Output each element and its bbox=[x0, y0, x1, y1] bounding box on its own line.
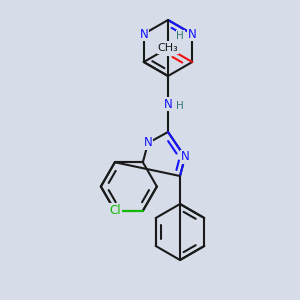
Text: N: N bbox=[188, 28, 197, 40]
Text: CH₃: CH₃ bbox=[158, 43, 178, 53]
Text: H: H bbox=[176, 101, 184, 111]
Text: N: N bbox=[181, 151, 189, 164]
Text: N: N bbox=[140, 28, 148, 40]
Text: N: N bbox=[164, 98, 172, 110]
Text: N: N bbox=[144, 136, 152, 149]
Text: Cl: Cl bbox=[109, 204, 121, 217]
Text: H: H bbox=[176, 31, 184, 41]
Text: O: O bbox=[163, 41, 173, 55]
